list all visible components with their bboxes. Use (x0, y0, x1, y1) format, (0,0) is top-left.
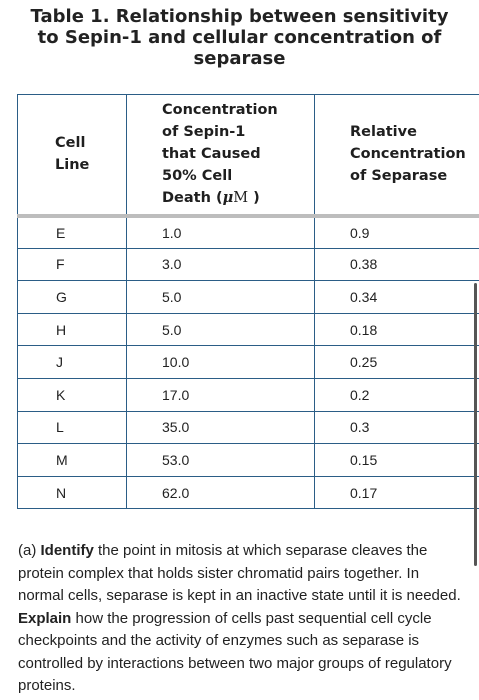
table-row: K 17.0 0.2 (17, 377, 479, 412)
header-separase-text-1: Relative (350, 124, 417, 141)
table-title-line-3: separase (193, 48, 286, 69)
table-title: Table 1. Relationship between sensitivit… (0, 6, 479, 69)
cell-line: L (17, 410, 127, 445)
table-row: J 10.0 0.25 (17, 345, 479, 379)
cell-line: H (17, 312, 127, 347)
table-row: G 5.0 0.34 (17, 280, 479, 314)
explain-text: how the progression of cells past sequen… (18, 609, 452, 695)
question-text: (a) Identify the point in mitosis at whi… (18, 540, 463, 698)
separase-value: 0.15 (314, 443, 479, 477)
concentration-value: 35.0 (126, 410, 315, 445)
table-row: F 3.0 0.38 (17, 247, 479, 282)
header-separase-text-3: of Separase (350, 168, 448, 185)
identify-label: Identify (40, 542, 94, 559)
header-concentration-text-4: 50% Cell (162, 168, 233, 185)
table-row: L 35.0 0.3 (17, 410, 479, 445)
header-cell-line: Cell Line (17, 94, 127, 218)
separase-value: 0.9 (314, 215, 479, 249)
header-death-label: Death ( (162, 190, 223, 207)
cell-line: F (17, 247, 127, 282)
cell-line: G (17, 280, 127, 314)
cell-line: E (17, 215, 127, 249)
question-prefix: (a) (18, 542, 41, 559)
cell-line: N (17, 475, 127, 510)
data-table: Cell Line Concentration of Sepin-1 that … (17, 94, 479, 510)
table-title-line-2: to Sepin-1 and cellular concentration of (37, 27, 442, 48)
header-concentration-text-1: Concentration (162, 102, 278, 119)
header-close-paren: ) (248, 190, 260, 207)
header-concentration-text-3: that Caused (162, 146, 261, 163)
header-cell-line-text-1: Cell (55, 135, 86, 152)
header-separase-text-2: Concentration (350, 146, 466, 163)
table-header-row: Cell Line Concentration of Sepin-1 that … (17, 94, 479, 218)
header-unit: M (233, 190, 249, 207)
concentration-value: 3.0 (126, 247, 315, 282)
concentration-value: 5.0 (126, 280, 315, 314)
header-concentration: Concentration of Sepin-1 that Caused 50%… (126, 94, 315, 218)
concentration-value: 5.0 (126, 312, 315, 347)
table-title-line-1: Table 1. Relationship between sensitivit… (30, 6, 449, 27)
separase-value: 0.3 (314, 410, 479, 445)
identify-text: the point in mitosis at which separase c… (18, 542, 461, 604)
table-row: M 53.0 0.15 (17, 443, 479, 477)
header-concentration-text-2: of Sepin-1 (162, 124, 246, 141)
table-row: N 62.0 0.17 (17, 475, 479, 510)
separase-value: 0.18 (314, 312, 479, 347)
table-row: E 1.0 0.9 (17, 215, 479, 249)
cell-line: K (17, 377, 127, 412)
concentration-value: 53.0 (126, 443, 315, 477)
separase-value: 0.2 (314, 377, 479, 412)
header-concentration-text-5: Death (μM ) (162, 187, 314, 209)
separase-value: 0.25 (314, 345, 479, 379)
concentration-value: 10.0 (126, 345, 315, 379)
header-cell-line-text-2: Line (55, 157, 90, 174)
table-row: H 5.0 0.18 (17, 312, 479, 347)
vertical-scrollbar[interactable] (474, 283, 477, 566)
concentration-value: 62.0 (126, 475, 315, 510)
cell-line: M (17, 443, 127, 477)
header-mu-symbol: μ (222, 189, 234, 207)
separase-value: 0.38 (314, 247, 479, 282)
separase-value: 0.17 (314, 475, 479, 510)
explain-label: Explain (18, 609, 72, 627)
cell-line: J (17, 345, 127, 379)
data-table-container: Cell Line Concentration of Sepin-1 that … (17, 94, 479, 510)
separase-value: 0.34 (314, 280, 479, 314)
concentration-value: 1.0 (126, 215, 315, 249)
header-separase: Relative Concentration of Separase (314, 94, 479, 218)
concentration-value: 17.0 (126, 377, 315, 412)
